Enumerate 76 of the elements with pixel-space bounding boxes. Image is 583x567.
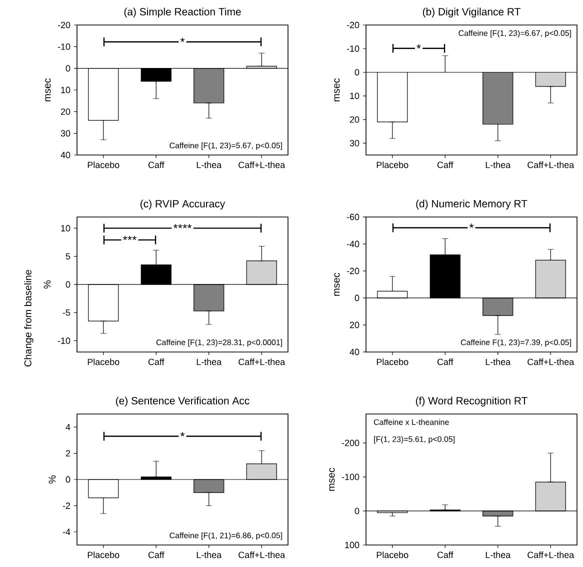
y-tick-label: 0 <box>66 281 70 288</box>
x-tick-label: L-thea <box>196 552 222 558</box>
y-tick-label: -60 <box>346 214 360 220</box>
chart-title: (d) Numeric Memory RT <box>416 200 528 210</box>
y-tick-label: 20 <box>350 116 360 123</box>
y-axis-title: msec <box>334 78 340 102</box>
x-tick-label: Caff <box>437 358 454 366</box>
annotation: * <box>416 44 421 48</box>
y-tick-label: -5 <box>62 309 70 316</box>
x-tick-label: L-thea <box>486 162 511 168</box>
x-tick-label: L-thea <box>196 358 222 366</box>
y-tick-label: 10 <box>61 86 70 94</box>
x-tick-label: Caff+L-thea <box>238 552 286 558</box>
y-axis-title: % <box>44 280 51 289</box>
y-tick-label: 4 <box>66 424 70 430</box>
annotation: * <box>469 224 474 228</box>
x-tick-label: Placebo <box>88 552 120 558</box>
x-tick-label: Placebo <box>88 162 120 168</box>
x-tick-label: Caff <box>437 552 454 558</box>
y-tick-label: 40 <box>350 348 360 356</box>
x-tick-label: Caff <box>148 358 164 366</box>
chart-title: (c) RVIP Accuracy <box>140 200 226 210</box>
chart-title: (e) Sentence Verification Acc <box>116 396 250 406</box>
y-tick-label: 30 <box>60 130 70 136</box>
y-tick-label: 0 <box>354 294 360 302</box>
annotation: **** <box>173 224 192 228</box>
x-tick-label: L-thea <box>486 358 511 366</box>
x-tick-label: L-thea <box>486 552 511 558</box>
annotation: * <box>180 38 185 42</box>
x-tick-label: Placebo <box>376 358 408 366</box>
y-tick-label: 0 <box>66 65 70 72</box>
x-tick-label: L-thea <box>196 162 222 168</box>
x-tick-label: Placebo <box>88 358 120 366</box>
y-tick-label: 20 <box>350 322 360 328</box>
y-axis-title: msec <box>334 272 340 296</box>
x-tick-label: Caff <box>437 162 454 168</box>
x-tick-label: Caff+L-thea <box>528 358 574 366</box>
x-tick-label: Placebo <box>376 162 408 168</box>
chart-title: (b) Digit Vigilance RT <box>422 8 520 18</box>
x-tick-label: Caff+L-thea <box>238 162 286 168</box>
y-tick-label: -4 <box>62 528 70 535</box>
y-tick-label: 30 <box>350 140 360 146</box>
y-axis-title: msec <box>329 468 335 491</box>
chart-title: (a) Simple Reaction Time <box>124 8 241 18</box>
y-tick-label: 10 <box>350 92 360 100</box>
x-tick-label: Caff+L-thea <box>528 162 574 168</box>
y-tick-label: -2 <box>62 502 70 509</box>
y-tick-label: 10 <box>61 225 70 232</box>
text: Change from baseline <box>24 270 34 366</box>
y-tick-label: 40 <box>60 152 70 158</box>
x-tick-label: Placebo <box>376 552 408 558</box>
y-tick-label: -10 <box>58 43 70 50</box>
y-tick-label: -200 <box>342 440 360 446</box>
x-tick-label: Caff <box>148 552 164 558</box>
x-tick-label: Caff+L-thea <box>528 552 574 558</box>
y-tick-label: 0 <box>354 69 360 76</box>
y-tick-label: 100 <box>345 542 360 548</box>
y-tick-label: 0 <box>66 476 70 483</box>
y-tick-label: -20 <box>346 268 360 274</box>
x-tick-label: Caff <box>148 162 164 168</box>
y-tick-label: -10 <box>346 45 360 52</box>
y-tick-label: -40 <box>346 240 360 248</box>
y-tick-label: 5 <box>66 253 70 260</box>
y-tick-label: -100 <box>342 474 360 480</box>
y-axis-title: % <box>48 475 56 484</box>
annotation: * <box>180 432 185 436</box>
y-axis-title: msec <box>45 78 51 102</box>
y-tick-label: -20 <box>346 22 360 28</box>
annotation: *** <box>122 236 137 240</box>
y-tick-label: 0 <box>354 508 360 514</box>
chart-title: (f) Word Recognition RT <box>416 396 528 406</box>
x-tick-label: Caff+L-thea <box>238 358 286 366</box>
y-tick-label: -10 <box>58 338 70 344</box>
y-tick-label: 2 <box>66 450 70 456</box>
y-tick-label: -20 <box>58 22 70 28</box>
y-tick-label: 20 <box>60 108 70 115</box>
